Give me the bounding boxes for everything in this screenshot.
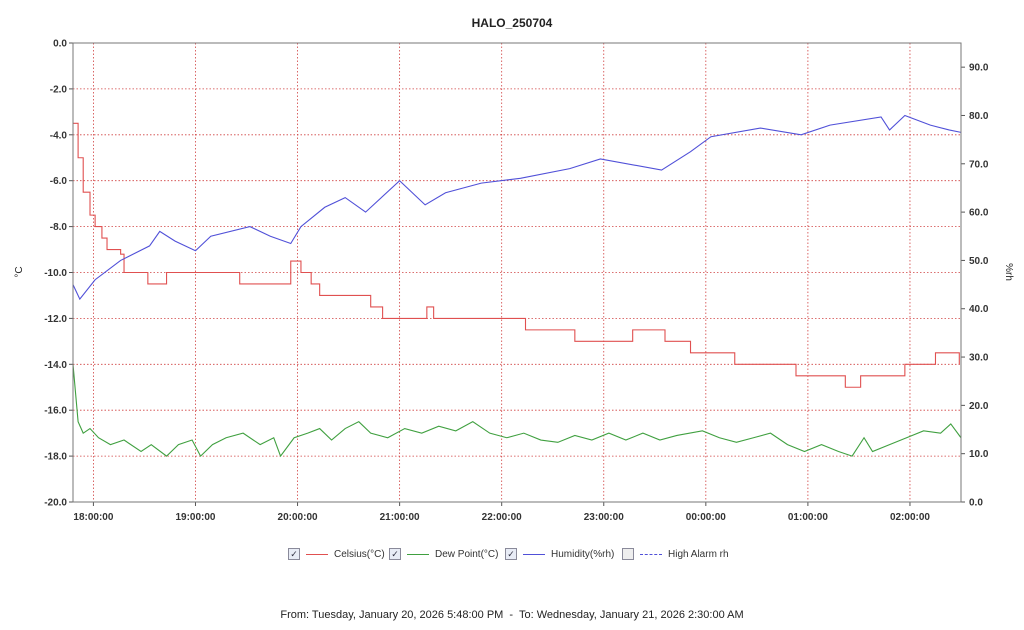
- x-tick-label: 00:00:00: [686, 512, 726, 523]
- legend-swatch: [523, 553, 545, 555]
- right-tick-label: 20.0: [969, 401, 989, 412]
- right-tick-label: 50.0: [969, 256, 989, 267]
- left-tick-label: -6.0: [50, 176, 68, 187]
- legend-item-celsius[interactable]: ✓ Celsius(°C): [288, 548, 385, 560]
- right-tick-label: 70.0: [969, 159, 989, 170]
- right-tick-label: 0.0: [969, 498, 983, 509]
- legend-label: Celsius(°C): [334, 548, 385, 560]
- chart: HALO_250704 °C %rh 0.0 -2.0 -4.0 -6.0 -8.0 -1…: [14, 16, 1014, 523]
- chart-title: HALO_250704: [472, 16, 553, 30]
- date-range-footer: From: Tuesday, January 20, 2026 5:48:00 …: [280, 609, 744, 621]
- left-tick-label: -8.0: [50, 222, 68, 233]
- right-tick-label: 30.0: [969, 353, 989, 364]
- legend-item-dew-point[interactable]: ✓ Dew Point(°C): [389, 548, 498, 560]
- left-axis-label: °C: [14, 266, 25, 277]
- series-line-dew-point-c-: [72, 364, 962, 458]
- left-tick-label: -14.0: [44, 360, 67, 371]
- left-tick-label: -20.0: [44, 498, 67, 509]
- legend-label: Dew Point(°C): [435, 548, 499, 560]
- legend-swatch: [306, 553, 328, 555]
- left-tick-label: -18.0: [44, 452, 67, 463]
- left-tick-label: 0.0: [53, 39, 67, 50]
- right-tick-label: 10.0: [969, 449, 989, 460]
- right-tick-label: 80.0: [969, 111, 989, 122]
- legend-label: Humidity(%rh): [551, 548, 615, 560]
- legend-item-humidity[interactable]: ✓ Humidity(%rh): [505, 548, 614, 560]
- x-tick-label: 20:00:00: [278, 512, 318, 523]
- x-tick-label: 22:00:00: [482, 512, 522, 523]
- x-tick-label: 02:00:00: [890, 512, 930, 523]
- x-tick-label: 18:00:00: [73, 512, 113, 523]
- left-tick-label: -2.0: [50, 84, 68, 95]
- legend-checkbox[interactable]: ✓: [505, 548, 517, 560]
- x-tick-label: 23:00:00: [584, 512, 624, 523]
- right-tick-label: 90.0: [969, 63, 989, 74]
- legend-checkbox[interactable]: ✓: [389, 548, 401, 560]
- legend-checkbox[interactable]: [622, 548, 634, 560]
- right-tick-label: 40.0: [969, 304, 989, 315]
- left-tick-label: -4.0: [50, 130, 68, 141]
- x-tick-label: 21:00:00: [380, 512, 420, 523]
- right-tick-label: 60.0: [969, 208, 989, 219]
- left-tick-label: -16.0: [44, 406, 67, 417]
- legend-label: High Alarm rh: [668, 548, 729, 560]
- left-tick-label: -12.0: [44, 314, 67, 325]
- x-tick-label: 19:00:00: [175, 512, 215, 523]
- right-axis-label: %rh: [1003, 263, 1014, 281]
- legend-swatch: [640, 553, 662, 555]
- series-line-celsius-c-: [73, 122, 960, 388]
- legend-swatch: [407, 553, 429, 555]
- plot-frame: [72, 42, 962, 503]
- x-tick-label: 01:00:00: [788, 512, 828, 523]
- legend-checkbox[interactable]: ✓: [288, 548, 300, 560]
- legend-item-high-alarm[interactable]: High Alarm rh: [622, 548, 729, 560]
- series-line-humidity-rh-: [72, 114, 962, 301]
- left-tick-label: -10.0: [44, 268, 67, 279]
